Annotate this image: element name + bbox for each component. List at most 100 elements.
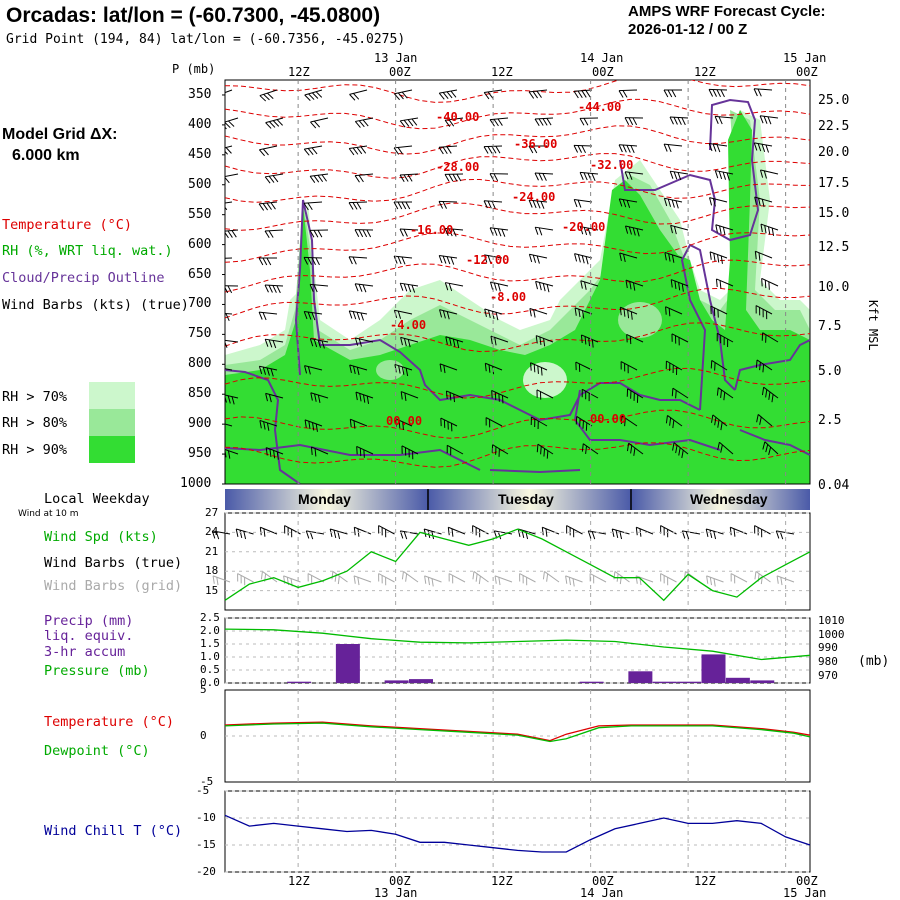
wind-tick-label: 15 <box>205 583 219 597</box>
wind-panel-frame <box>224 512 811 611</box>
upper-wind-barb <box>225 375 226 376</box>
grid-wind-barb <box>337 576 340 585</box>
upper-wind-barb <box>715 278 718 287</box>
upper-wind-barb <box>310 338 329 343</box>
upper-wind-barb <box>411 284 416 293</box>
upper-wind-barb <box>308 421 311 430</box>
upper-wind-barb <box>214 367 217 375</box>
height-tick-label: 10.0 <box>818 280 850 295</box>
upper-wind-barb <box>304 145 323 150</box>
upper-wind-barb <box>444 282 449 291</box>
upper-wind-barb <box>625 280 628 289</box>
upper-wind-barb <box>529 199 548 203</box>
upper-wind-barb <box>401 366 405 375</box>
upper-wind-barb <box>446 91 453 99</box>
upper-wind-barb <box>267 92 274 99</box>
upper-wind-barb <box>311 147 318 155</box>
upper-wind-barb <box>264 284 284 287</box>
upper-wind-barb <box>710 305 728 315</box>
upper-wind-barb <box>709 251 728 259</box>
upper-wind-barb <box>580 334 583 343</box>
upper-wind-barb <box>407 174 413 182</box>
upper-wind-barb <box>672 387 689 399</box>
upper-wind-barb <box>670 170 689 175</box>
upper-wind-barb <box>225 395 227 403</box>
upper-wind-barb <box>401 445 419 455</box>
upper-wind-barb <box>220 340 223 347</box>
upper-wind-barb <box>493 173 499 182</box>
grid-wind-barb <box>353 575 356 584</box>
upper-wind-barb <box>626 334 628 343</box>
upper-wind-barb <box>315 423 318 432</box>
upper-wind-barb <box>214 205 219 211</box>
upper-wind-barb <box>397 92 404 100</box>
upper-wind-barb <box>754 196 757 205</box>
upper-wind-barb <box>579 172 584 180</box>
upper-wind-barb <box>273 450 276 459</box>
upper-wind-barb <box>225 231 229 239</box>
temperature-contour-label: -44.00 <box>578 100 622 114</box>
pressure-tick-label: 970 <box>818 669 838 683</box>
wind-speed-line <box>224 528 811 602</box>
grid-wind-barb <box>212 575 231 583</box>
upper-wind-barb <box>309 338 314 347</box>
upper-wind-barb <box>227 230 233 238</box>
surface-wind-barb <box>612 528 630 535</box>
upper-wind-barb <box>493 282 497 291</box>
upper-wind-barb <box>356 147 363 155</box>
surface-wind-barb <box>709 530 713 539</box>
upper-wind-barb <box>315 91 323 98</box>
upper-wind-barb <box>675 200 679 209</box>
upper-wind-barb <box>215 150 220 156</box>
temp-tick-label: 5 <box>200 683 207 696</box>
upper-wind-barb <box>574 89 593 92</box>
top-tick-5: 12Z <box>694 65 716 79</box>
upper-wind-barb <box>633 447 636 456</box>
upper-wind-barb <box>393 201 399 210</box>
surface-wind-barb <box>775 530 780 539</box>
grid-wind-barb <box>494 575 513 583</box>
upper-wind-barb <box>767 116 772 125</box>
upper-wind-barb <box>225 147 232 154</box>
upper-wind-barb <box>546 118 552 126</box>
upper-wind-barb <box>349 256 368 259</box>
upper-wind-barb <box>214 313 217 320</box>
upper-wind-barb <box>574 198 593 203</box>
upper-wind-barb <box>708 143 713 152</box>
precip-tick-label: 2.5 <box>200 611 220 624</box>
upper-wind-barb <box>314 448 317 457</box>
grid-wind-barb <box>478 576 481 585</box>
upper-wind-barb <box>394 309 413 315</box>
precip-legend: Precip (mm) <box>44 613 134 629</box>
grid-wind-barb <box>544 571 560 583</box>
pressure-tick-label: 900 <box>188 416 212 432</box>
upper-wind-barb <box>405 368 409 377</box>
upper-wind-barb <box>317 174 324 183</box>
upper-wind-barb <box>266 447 284 455</box>
bottom-tick-5: 12Z <box>694 874 716 888</box>
upper-wind-barb <box>630 445 633 454</box>
upper-wind-barb <box>573 145 579 153</box>
surface-wind-barb <box>566 525 583 535</box>
upper-wind-barb <box>665 306 667 315</box>
upper-wind-barb <box>673 226 677 235</box>
surface-wind-barb <box>494 530 513 535</box>
upper-wind-barb <box>577 199 582 208</box>
upper-wind-barb <box>757 143 762 152</box>
upper-wind-barb <box>708 88 728 91</box>
upper-wind-barb <box>484 308 503 315</box>
grid-wind-barb <box>216 577 219 586</box>
upper-wind-barb <box>309 230 315 238</box>
rh-legend: RH (%, WRT liq. wat.) <box>2 243 173 259</box>
upper-wind-barb <box>717 254 720 263</box>
upper-wind-barb <box>493 228 498 236</box>
upper-wind-barb <box>762 364 765 373</box>
upper-wind-barb <box>664 252 667 261</box>
cloud-outlines <box>225 98 810 484</box>
upper-wind-barb <box>399 228 419 231</box>
upper-wind-barb <box>227 450 231 459</box>
upper-wind-barb <box>528 199 533 208</box>
upper-wind-barb <box>681 117 686 126</box>
upper-wind-barb <box>591 173 596 181</box>
upper-wind-barb <box>265 117 284 124</box>
